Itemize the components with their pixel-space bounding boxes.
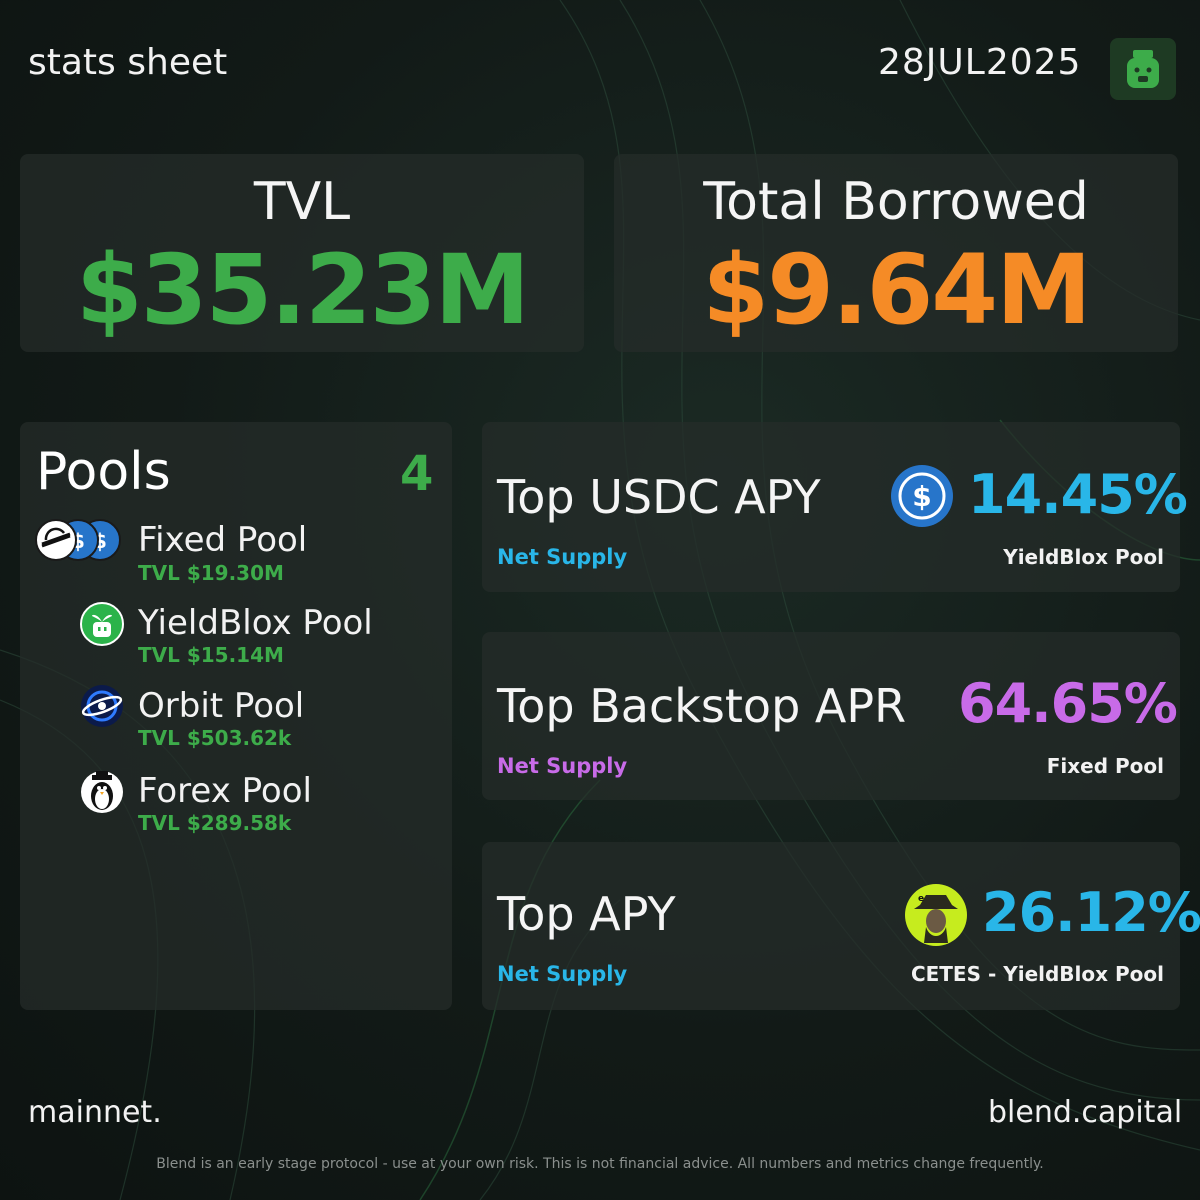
cetes-icon: e xyxy=(904,883,968,951)
borrowed-label: Total Borrowed xyxy=(703,172,1089,232)
metric-title-backstop: Top Backstop APR xyxy=(497,679,907,733)
svg-text:$: $ xyxy=(912,480,931,513)
pools-title: Pools xyxy=(36,442,171,502)
metric-value-backstop: 64.65% xyxy=(958,672,1178,735)
network-label: mainnet. xyxy=(28,1095,162,1130)
usdc-icon: $ xyxy=(890,464,954,532)
metric-sub-top-apy: Net Supply xyxy=(497,962,628,986)
metric-card-usdc xyxy=(482,422,1180,592)
borrowed-value: $9.64M xyxy=(702,234,1091,346)
pool-name-forex: Forex Pool xyxy=(138,771,312,811)
tvl-card: TVL $35.23M xyxy=(20,154,584,352)
pool-tvl-fixed: TVL $19.30M xyxy=(138,561,284,585)
pool-name-orbit: Orbit Pool xyxy=(138,686,305,726)
pool-tvl-orbit: TVL $503.62k xyxy=(138,726,292,750)
site-link[interactable]: blend.capital xyxy=(988,1095,1183,1130)
pool-name-fixed: Fixed Pool xyxy=(138,520,308,560)
disclaimer: Blend is an early stage protocol - use a… xyxy=(156,1156,1044,1172)
metric-title-usdc: Top USDC APY xyxy=(497,470,821,524)
pool-name-yieldblox: YieldBlox Pool xyxy=(138,603,373,643)
metric-pool-top-apy: CETES - YieldBlox Pool xyxy=(910,962,1164,986)
pool-tvl-forex: TVL $289.58k xyxy=(138,811,292,835)
metric-value-top-apy: 26.12% xyxy=(982,881,1200,944)
metric-pool-backstop: Fixed Pool xyxy=(1046,754,1164,778)
metric-sub-backstop: Net Supply xyxy=(497,754,628,778)
pool-tvl-yieldblox: TVL $15.14M xyxy=(138,643,284,667)
borrowed-card: Total Borrowed $9.64M xyxy=(614,154,1178,352)
header-date: 28JUL2025 xyxy=(878,42,1082,83)
blend-jar-icon xyxy=(1110,38,1176,100)
penguin-icon xyxy=(80,770,124,818)
header-title: stats sheet xyxy=(28,42,228,83)
metric-value-usdc: 14.45% xyxy=(968,463,1188,526)
yieldblox-icon xyxy=(80,602,124,650)
metric-title-top-apy: Top APY xyxy=(497,887,676,941)
orbit-icon xyxy=(80,684,124,732)
metric-card-backstop xyxy=(482,632,1180,800)
metric-sub-usdc: Net Supply xyxy=(497,545,628,569)
tvl-label: TVL xyxy=(253,172,351,232)
pools-count: 4 xyxy=(400,446,434,502)
metric-pool-usdc: YieldBlox Pool xyxy=(1003,545,1164,569)
stellar-usdc-icons: $ $ xyxy=(34,518,126,566)
metric-card-top-apy xyxy=(482,842,1180,1010)
tvl-value: $35.23M xyxy=(76,234,530,346)
svg-text:e: e xyxy=(918,894,924,904)
